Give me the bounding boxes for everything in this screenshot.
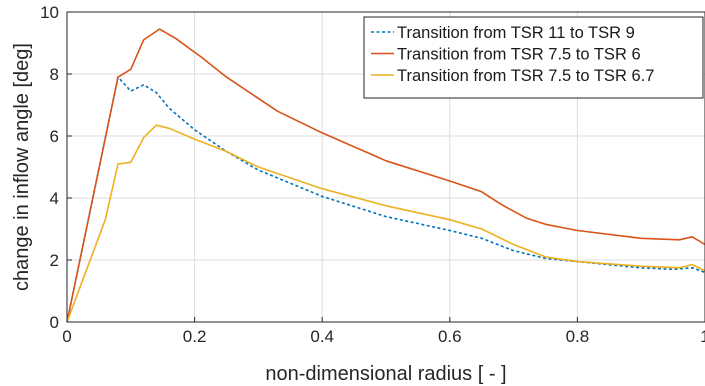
x-tick-label: 0.8	[566, 327, 590, 346]
legend-box	[363, 16, 704, 99]
series-line-0	[66, 76, 705, 323]
series-line-2	[66, 124, 705, 323]
plot-frame	[66, 11, 705, 323]
legend-label: Transition from TSR 7.5 to TSR 6	[397, 46, 641, 64]
y-tick-label: 10	[40, 3, 59, 22]
x-tick-label: 0.2	[183, 327, 207, 346]
series-lines	[66, 28, 705, 323]
legend: Transition from TSR 11 to TSR 9 Transitio…	[363, 16, 704, 99]
y-tick-label: 0	[50, 313, 59, 332]
series-line-1	[66, 28, 705, 323]
legend-label: Transition from TSR 7.5 to TSR 6.7	[397, 67, 654, 85]
y-axis-title: change in inflow angle [deg]	[11, 43, 33, 291]
x-tick-label: 1	[700, 327, 705, 346]
y-tick-label: 2	[50, 251, 59, 270]
y-tick-label: 6	[50, 127, 59, 146]
x-tick-label: 0	[62, 327, 71, 346]
legend-label: Transition from TSR 11 to TSR 9	[397, 24, 635, 42]
y-tick-label: 4	[50, 189, 59, 208]
y-tick-label: 8	[50, 65, 59, 84]
x-axis-title: non-dimensional radius [ - ]	[265, 363, 506, 385]
tick-labels: 00.20.40.60.810246810	[40, 3, 705, 346]
x-tick-label: 0.6	[438, 327, 462, 346]
x-tick-label: 0.4	[310, 327, 334, 346]
axes	[66, 11, 705, 323]
